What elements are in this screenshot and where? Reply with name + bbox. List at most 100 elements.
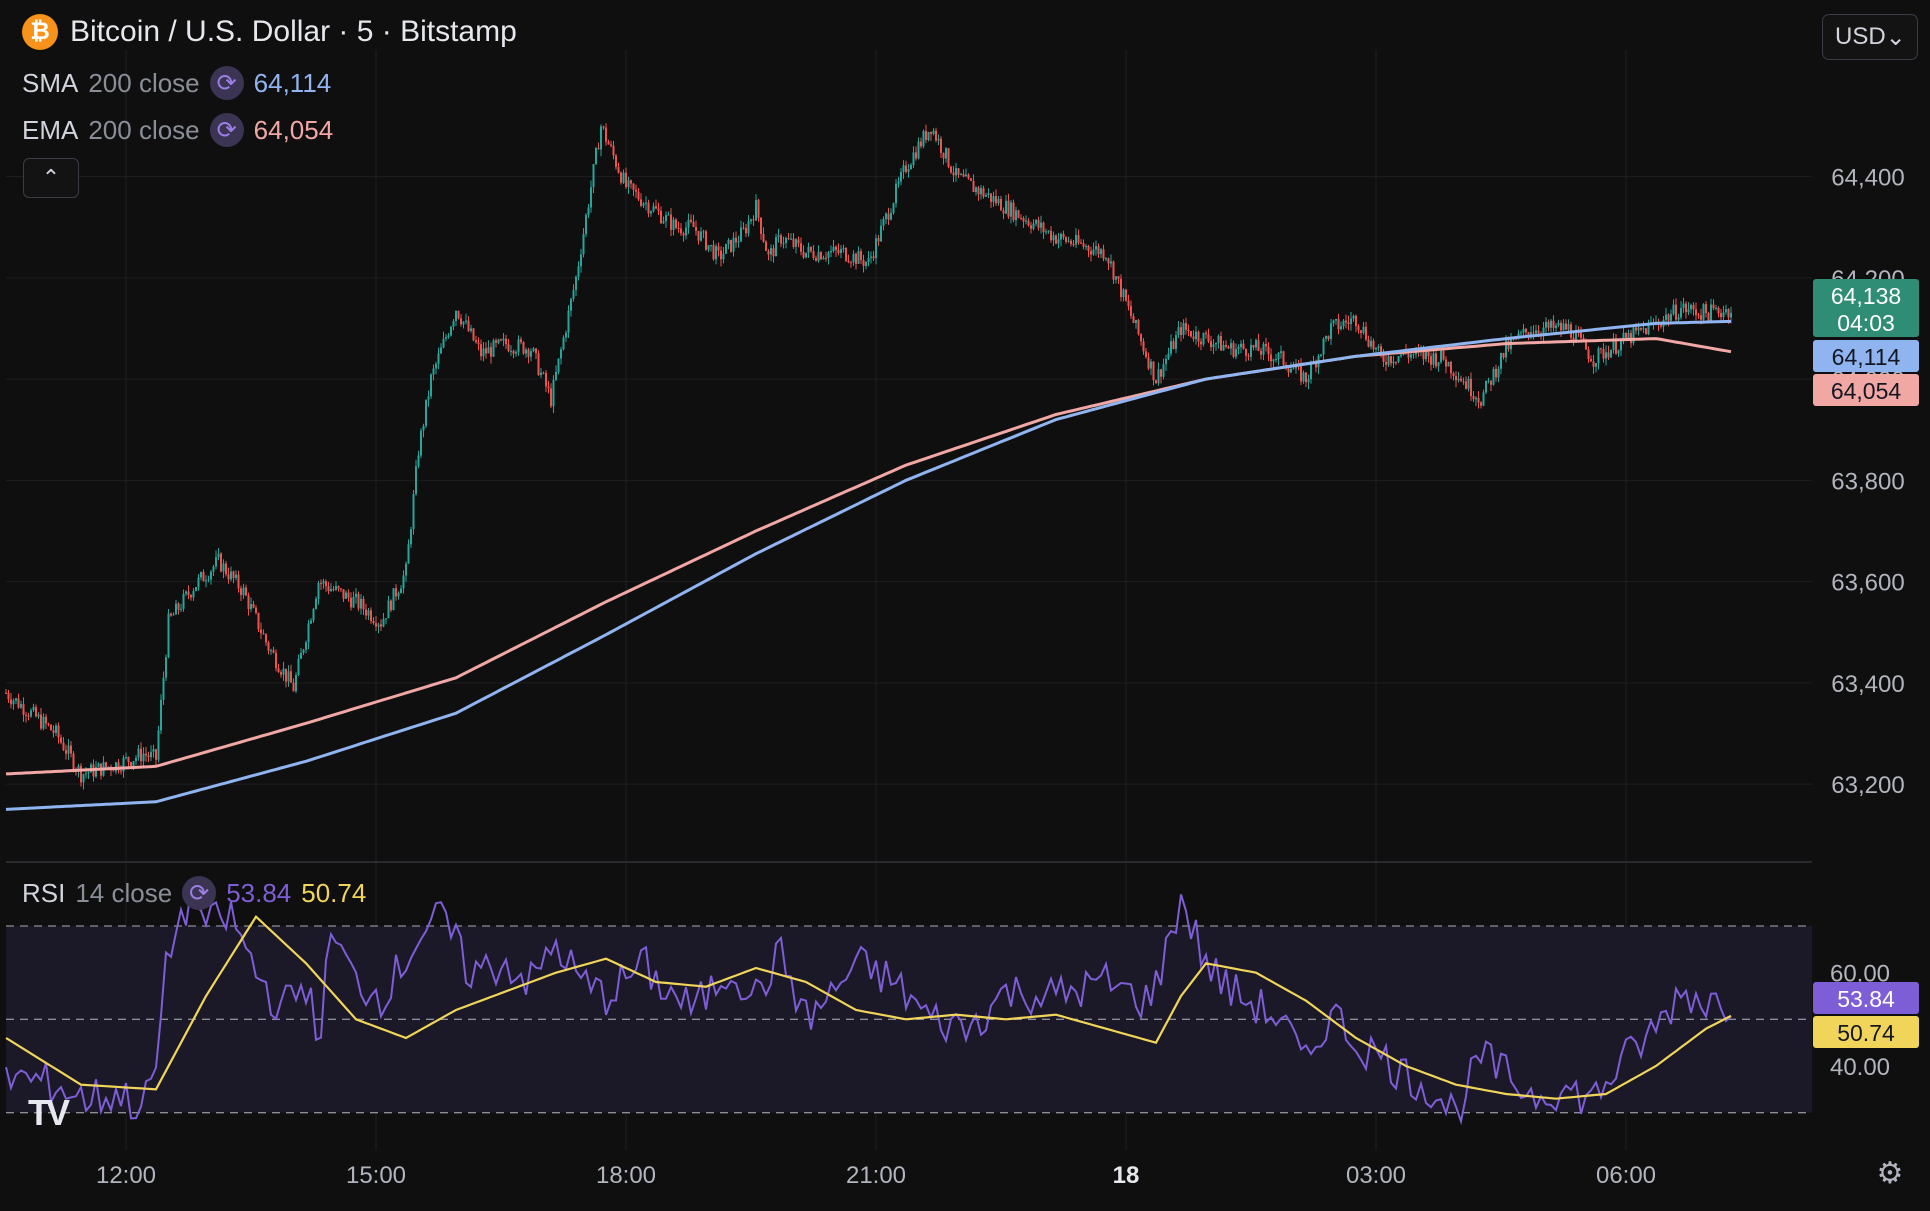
candle-body [1190, 331, 1192, 337]
candle-body [672, 219, 675, 230]
candle-body [272, 650, 275, 653]
last-price-badge-text: 04:03 [1837, 310, 1895, 336]
candle-body [475, 340, 477, 343]
candle-body [760, 217, 762, 234]
candle-body [832, 246, 835, 251]
sync-icon[interactable]: ⟳ [209, 113, 244, 147]
candle-body [1337, 319, 1340, 330]
candle-body [1235, 349, 1237, 357]
ema-legend[interactable]: EMA 200 close ⟳ 64,054 [22, 113, 333, 147]
candle-body [50, 724, 52, 731]
candle-body [905, 165, 907, 172]
candle-body [1410, 354, 1412, 358]
symbol-header[interactable]: ₿ Bitcoin / U.S. Dollar · 5 · Bitstamp [22, 14, 517, 50]
candle-body [1542, 327, 1545, 335]
candle-body [1687, 309, 1690, 313]
candle-body [620, 172, 622, 183]
candle-body [1730, 312, 1732, 318]
candle-body [1175, 335, 1177, 349]
collapse-legend-button[interactable]: ⌃ [23, 158, 79, 198]
sync-icon[interactable]: ⟳ [209, 66, 244, 100]
candle-body [1202, 332, 1205, 345]
candle-body [755, 199, 757, 221]
candle-body [1345, 320, 1347, 323]
candle-body [1690, 304, 1692, 310]
candle-body [117, 762, 120, 771]
candle-body [982, 188, 985, 197]
candle-body [242, 587, 245, 596]
candle-body [1537, 330, 1540, 334]
candle-body [82, 774, 85, 783]
candle-body [385, 618, 387, 620]
candle-body [1110, 261, 1112, 264]
candle-body [200, 572, 202, 578]
candle-body [717, 246, 720, 251]
candle-body [1670, 314, 1672, 321]
candle-body [935, 130, 937, 141]
candle-body [367, 610, 370, 616]
candle-body [797, 239, 800, 244]
candle-body [1240, 343, 1242, 348]
candle-body [875, 238, 877, 259]
candle-body [312, 608, 315, 621]
candle-body [1467, 378, 1470, 389]
candle-body [1482, 392, 1485, 406]
candle-body [655, 206, 657, 209]
candle-body [1145, 351, 1147, 358]
candle-body [1710, 304, 1712, 321]
y-tick-label: 63,600 [1831, 570, 1904, 597]
candle-body [275, 652, 277, 669]
candle-body [1375, 347, 1377, 350]
currency-selector[interactable]: USD ⌄ [1822, 14, 1918, 60]
candle-body [232, 571, 235, 579]
candle-body [1215, 342, 1217, 345]
candle-body [1397, 356, 1400, 362]
candle-body [440, 347, 442, 354]
candle-body [960, 174, 962, 176]
candle-body [452, 320, 455, 327]
candle-body [285, 668, 287, 682]
candle-body [217, 553, 220, 558]
candle-body [850, 262, 852, 264]
settings-button[interactable]: ⚙ [1870, 1153, 1910, 1193]
candle-body [1122, 289, 1125, 298]
candle-body [1550, 320, 1552, 328]
candle-body [1627, 333, 1630, 339]
sync-icon[interactable]: ⟳ [182, 876, 217, 910]
candle-body [1197, 331, 1200, 342]
candle-body [1027, 220, 1030, 226]
candle-body [575, 276, 577, 290]
candle-body [1575, 331, 1577, 343]
candle-body [612, 145, 615, 156]
candle-body [802, 251, 805, 258]
candle-body [815, 258, 817, 261]
candle-body [1597, 348, 1600, 364]
candle-body [427, 396, 430, 400]
candle-body [762, 233, 765, 242]
candle-body [1582, 337, 1585, 341]
candle-body [1697, 315, 1700, 317]
rsi-legend[interactable]: RSI 14 close ⟳ 53.84 50.74 [22, 876, 366, 910]
candle-body [1117, 276, 1120, 279]
candle-body [1677, 317, 1680, 320]
candle-body [1292, 368, 1295, 370]
candle-body [1252, 344, 1255, 348]
candle-body [630, 180, 632, 184]
sma-legend[interactable]: SMA 200 close ⟳ 64,114 [22, 66, 331, 100]
candle-body [390, 600, 392, 611]
candle-body [930, 131, 932, 134]
candle-body [1357, 326, 1360, 331]
candle-body [135, 757, 137, 762]
candle-body [195, 587, 197, 591]
candle-body [300, 652, 302, 659]
candle-body [820, 252, 822, 260]
candle-body [610, 144, 612, 146]
candle-body [12, 700, 15, 705]
candle-body [1070, 240, 1072, 245]
candle-body [1715, 307, 1717, 309]
candle-body [1210, 341, 1212, 348]
candle-body [1675, 304, 1677, 320]
rsi-legend-name: RSI [22, 877, 66, 908]
candle-body [205, 580, 207, 582]
